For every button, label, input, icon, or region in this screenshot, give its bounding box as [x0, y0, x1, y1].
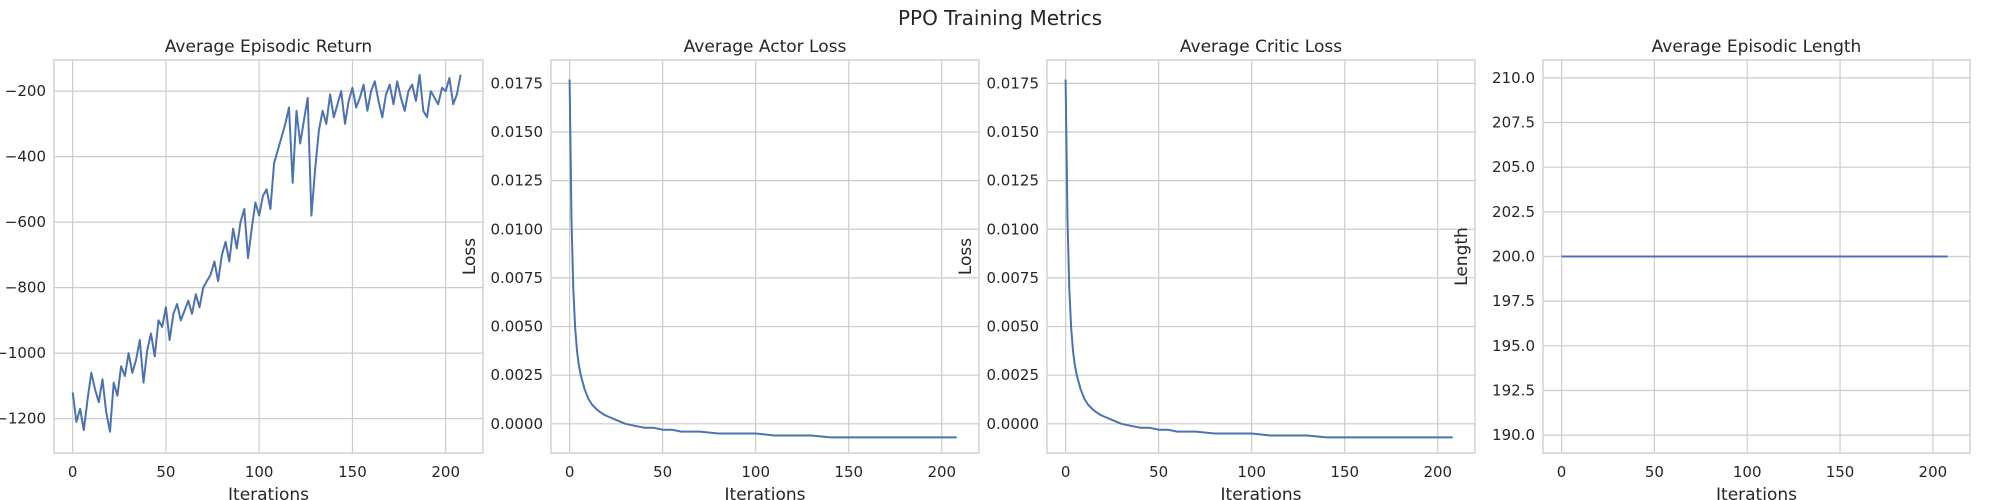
- panel2-x-tick-label: 100: [741, 463, 770, 481]
- panel4-x-tick-label: 100: [1733, 463, 1762, 481]
- panel4-frame: [1542, 59, 1971, 454]
- panel3-frame: [1046, 59, 1476, 454]
- panel1-x-axis-label: Iterations: [228, 485, 309, 500]
- panel2-x-tick-label: 150: [834, 463, 863, 481]
- panel2-title: Average Actor Loss: [684, 37, 847, 57]
- figure-title: PPO Training Metrics: [898, 6, 1102, 30]
- panel1-series-line: [71, 73, 462, 433]
- panel3-y-tick-label: 0.0100: [987, 220, 1040, 238]
- panel3-series-line: [1064, 79, 1453, 439]
- panel4-y-tick-label: 205.0: [1492, 158, 1535, 176]
- panel3-y-tick-label: 0.0150: [987, 123, 1040, 141]
- panel3-y-tick-label: 0.0125: [987, 172, 1040, 190]
- panel1-x-tick-label: 150: [338, 463, 367, 481]
- panel4-y-tick-label: 195.0: [1492, 337, 1535, 355]
- panel4-y-tick-label: 190.0: [1492, 426, 1535, 444]
- panel2-y-tick-label: 0.0125: [491, 172, 544, 190]
- panel4-x-tick-label: 150: [1826, 463, 1855, 481]
- panel4-y-tick-label: 210.0: [1492, 69, 1535, 87]
- panel2-x-tick-label: 200: [927, 463, 956, 481]
- panel3-y-tick-label: 0.0075: [987, 269, 1040, 287]
- panel4-x-tick-label: 50: [1645, 463, 1664, 481]
- panel3-x-tick-label: 150: [1330, 463, 1359, 481]
- panel3-y-axis-label: Loss: [956, 238, 976, 275]
- panel4-x-tick-label: 0: [1557, 463, 1567, 481]
- panel2-y-tick-label: 0.0050: [491, 318, 544, 336]
- panel3-x-tick-label: 200: [1423, 463, 1452, 481]
- panel2-y-tick-label: 0.0175: [491, 74, 544, 92]
- panel1-x-tick-label: 0: [68, 463, 78, 481]
- panel4-y-tick-label: 202.5: [1492, 203, 1535, 221]
- panel3-x-tick-label: 50: [1149, 463, 1168, 481]
- panel3-y-tick-label: 0.0025: [987, 366, 1040, 384]
- panel1-y-tick-label: −1000: [0, 344, 46, 362]
- panel1-y-tick-label: −1200: [0, 410, 46, 428]
- panel3-title: Average Critic Loss: [1180, 37, 1342, 57]
- panel3-y-tick-label: 0.0050: [987, 318, 1040, 336]
- panel1-title: Average Episodic Return: [165, 37, 372, 57]
- panel1-y-tick-label: −800: [5, 279, 46, 297]
- panel4-x-axis-label: Iterations: [1716, 485, 1797, 500]
- panel2-x-axis-label: Iterations: [725, 485, 806, 500]
- panel2-y-tick-label: 0.0000: [491, 415, 544, 433]
- panel2-y-axis-label: Loss: [460, 238, 480, 275]
- panel3-x-tick-label: 100: [1237, 463, 1266, 481]
- panel1-x-tick-label: 50: [156, 463, 175, 481]
- panel2-x-tick-label: 0: [565, 463, 575, 481]
- panel4-y-tick-label: 207.5: [1492, 114, 1535, 132]
- panel4-y-axis-label: Length: [1452, 227, 1472, 286]
- panel2-y-tick-label: 0.0100: [491, 220, 544, 238]
- panel1-x-tick-label: 100: [245, 463, 274, 481]
- panel4-x-tick-label: 200: [1919, 463, 1948, 481]
- panel1-y-tick-label: −400: [5, 148, 46, 166]
- panel2-y-tick-label: 0.0075: [491, 269, 544, 287]
- panel2-y-tick-label: 0.0150: [491, 123, 544, 141]
- panel2-x-tick-label: 50: [653, 463, 672, 481]
- panel1-y-tick-label: −200: [5, 82, 46, 100]
- panel3-x-tick-label: 0: [1061, 463, 1071, 481]
- panel3-y-tick-label: 0.0000: [987, 415, 1040, 433]
- panel3-x-axis-label: Iterations: [1221, 485, 1302, 500]
- panel4-y-tick-label: 197.5: [1492, 292, 1535, 310]
- panel1-frame: [53, 59, 484, 454]
- panel2-frame: [550, 59, 980, 454]
- panel1-y-tick-label: −600: [5, 213, 46, 231]
- panel2-y-tick-label: 0.0025: [491, 366, 544, 384]
- panel3-y-tick-label: 0.0175: [987, 74, 1040, 92]
- panel1-x-tick-label: 200: [431, 463, 460, 481]
- panel4-y-tick-label: 200.0: [1492, 248, 1535, 266]
- panel4-y-tick-label: 192.5: [1492, 381, 1535, 399]
- panel2-series-line: [568, 79, 957, 439]
- panel4-title: Average Episodic Length: [1652, 37, 1862, 57]
